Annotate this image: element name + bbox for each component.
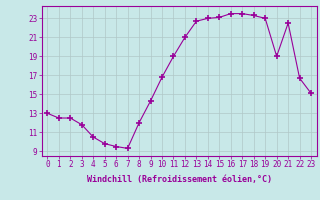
X-axis label: Windchill (Refroidissement éolien,°C): Windchill (Refroidissement éolien,°C) xyxy=(87,175,272,184)
